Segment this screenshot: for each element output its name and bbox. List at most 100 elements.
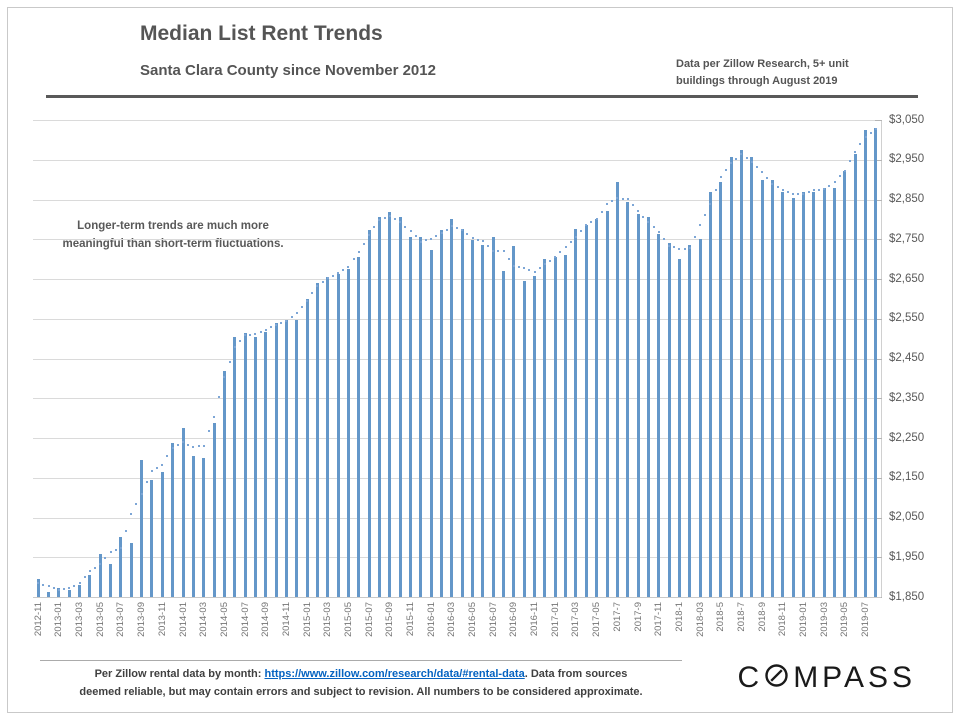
bar [160,471,164,597]
trendline-dot [580,229,583,232]
trendline-dot [740,153,743,156]
y-axis-tick [875,358,882,360]
bar [512,246,516,597]
bar [677,259,681,597]
x-axis-label: 2015-11 [405,602,416,637]
trendline-dot [114,549,117,551]
bar [481,245,485,597]
trendline-dot [673,246,676,249]
trendline-dot [399,221,402,224]
bar [750,156,754,597]
trendline-dot [481,239,484,242]
page-title: Median List Rent Trends [140,22,383,45]
bar [502,271,505,597]
bar [760,179,764,597]
trendline-dot [745,157,748,160]
trendline-dot [383,216,386,219]
trendline-dot [461,228,464,231]
header-divider [46,95,918,98]
y-axis-label: $2,950 [889,153,925,166]
trendline-dot [492,250,495,253]
x-axis-label: 2015-05 [342,602,354,637]
trendline-dot [874,127,877,130]
footer-divider [40,660,682,661]
bar [636,214,640,597]
trendline-dot [378,218,381,221]
trendline-dot [326,276,329,279]
bar [688,245,692,597]
bar [150,479,154,597]
trendline-dot [321,281,324,284]
trendline-dot [264,329,267,332]
trendline-dot [849,160,851,163]
bar [36,579,40,597]
bar [326,277,330,597]
y-axis-tick [875,239,882,241]
x-axis-label: 2014-11 [280,602,292,637]
trendline-dot [533,271,536,273]
trendline-dot [585,223,588,226]
trendline-dot [564,246,567,249]
y-axis-tick [875,159,882,161]
trendline-dot [611,200,614,203]
x-axis-label: 2013-03 [74,602,85,637]
trendline-dot [807,190,810,193]
y-axis-label: $2,550 [889,312,925,325]
trendline-dot [507,257,510,260]
x-axis-label: 2013-01 [53,602,65,637]
trendline-dot [425,239,427,242]
trendline-dot [786,190,789,193]
x-axis-label: 2013-07 [115,602,127,637]
trendline-dot [502,250,505,253]
bar [388,212,392,597]
trendline-dot [316,285,319,288]
trendline-dot [83,576,86,579]
trendline-dot [213,416,215,419]
trendline-dot [52,587,55,590]
trendline-dot [662,237,665,240]
trendline-dot [404,225,407,228]
compass-logo-mpass: MPASS [793,661,916,694]
trendline-dot [688,246,691,249]
x-axis-label: 2016-01 [425,602,437,637]
bar [522,281,526,597]
bar [377,217,381,597]
bar [657,234,661,597]
trendline-dot [497,250,500,253]
trendline-dot [626,198,629,201]
bar [212,422,216,597]
plot-annotation-line2: meaningful than short-term fluctuations. [62,237,284,250]
bar [67,589,71,597]
trendline-dot [331,274,334,277]
bar [57,587,61,597]
trendline-dot [394,218,396,220]
trendline-dot [735,157,738,160]
gridline [33,477,881,479]
zillow-data-link[interactable]: https://www.zillow.com/research/data/#re… [264,668,525,680]
page-subtitle: Santa Clara County since November 2012 [140,62,436,79]
bar [553,257,557,597]
gridline [33,398,881,400]
bar [460,229,464,597]
bar [171,442,175,597]
bar [78,585,81,597]
bar [47,591,50,597]
x-axis-label: 2016-07 [487,602,499,637]
trendline-dot [859,143,862,146]
bar [574,229,578,597]
trendline-dot [37,582,40,585]
y-axis-label: $2,650 [889,272,925,285]
y-axis-label: $1,950 [889,550,925,563]
bar [719,181,723,597]
x-axis-label: 2015-09 [384,602,396,637]
trendline-dot [678,248,681,251]
trendline-dot [57,588,60,591]
trendline-dot [450,225,453,228]
bar [284,319,288,597]
trendline-dot [724,168,727,171]
x-axis-label: 2016-05 [467,602,478,637]
x-axis-label: 2017-7 [611,602,623,632]
trendline-dot [166,455,169,458]
x-axis-label: 2016-11 [529,602,541,637]
